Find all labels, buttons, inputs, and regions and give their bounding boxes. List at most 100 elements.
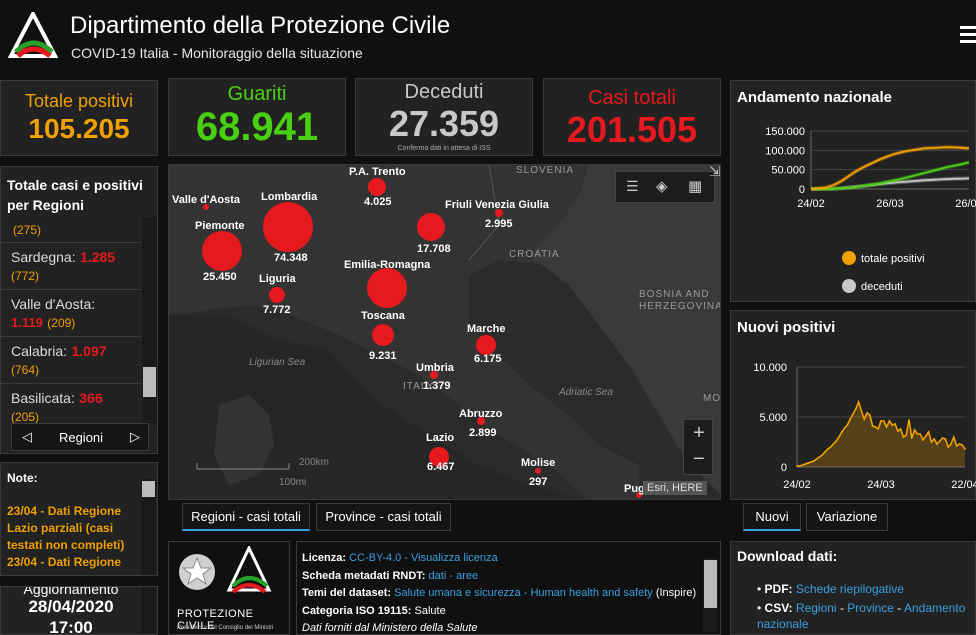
region-positives: (772) [11, 269, 40, 283]
bubble-veneto[interactable] [417, 213, 445, 241]
zoom-out-button[interactable]: − [693, 448, 705, 470]
italy-map[interactable]: SLOVENIA CROATIA BOSNIA AND HERZEGOVINA … [169, 165, 721, 500]
data-point [826, 448, 829, 450]
region-bubbles[interactable] [202, 178, 642, 498]
tab-nuovi[interactable]: Nuovi [743, 503, 801, 531]
map-value-abruzzo: 2.899 [469, 427, 497, 439]
logo-panel: PROTEZIONE CIVILE Presidenza del Consigl… [168, 541, 290, 635]
bubble-friuli[interactable] [495, 209, 503, 217]
guariti-value: 68.941 [195, 105, 319, 149]
basemap-grid-icon[interactable]: ▦ [688, 178, 703, 195]
regions-scrollbar[interactable] [142, 217, 157, 425]
note-item: 23/04 - Dati Regione [7, 555, 122, 569]
data-point [796, 465, 798, 467]
data-point [860, 410, 863, 412]
data-point [902, 436, 905, 438]
andamento-chart[interactable]: 150.000 100.000 50.000 0 24/02 26/03 26/04 tota… [731, 111, 976, 301]
data-point [894, 423, 896, 425]
map-value-veneto: 17.708 [417, 243, 451, 255]
legend-marker [842, 279, 856, 293]
data-point [941, 437, 944, 439]
link-salute-umana[interactable]: Salute umana e sicurezza - Human health … [394, 587, 653, 599]
data-point [835, 440, 838, 442]
data-point [958, 443, 961, 445]
link-schede-riepilogative[interactable]: Schede riepilogative [795, 582, 904, 596]
map-label-marche: Marche [467, 323, 506, 335]
page-title: Dipartimento della Protezione Civile [70, 12, 451, 39]
map-toolbar: ☰ ◈ ▦ [615, 171, 715, 203]
data-point [955, 445, 958, 447]
link-dati[interactable]: dati [428, 569, 447, 582]
bubble-molise[interactable] [535, 468, 541, 474]
nuovi-positivi-panel: Nuovi positivi 10.000 5.000 0 24/02 24/03 22/… [730, 310, 976, 500]
map-panel[interactable]: SLOVENIA CROATIA BOSNIA AND HERZEGOVINA … [168, 164, 721, 500]
data-point [815, 458, 818, 460]
link-aree[interactable]: aree [456, 569, 479, 582]
link-visualizza-licenza[interactable]: Visualizza licenza [411, 552, 498, 564]
y-tick-label: 0 [781, 462, 787, 474]
regions-scrollbar-thumb[interactable] [143, 367, 156, 397]
update-scrollbar[interactable] [141, 587, 156, 634]
map-value-liguria: 7.772 [263, 304, 291, 316]
link-csv-province[interactable]: Province [847, 601, 894, 615]
bubble-piemonte[interactable] [202, 231, 242, 271]
download-csv-row: • CSV: Regioni - Province - Andamento na… [757, 601, 966, 631]
notes-list: 23/04 - Dati Regione Lazio parziali (cas… [7, 503, 135, 571]
bubble-umbria[interactable] [430, 371, 438, 379]
download-title: Download dati: [737, 548, 838, 564]
expand-icon[interactable]: ⇲ [709, 164, 721, 179]
bubble-toscana[interactable] [372, 324, 394, 346]
bubble-lombardia[interactable] [263, 202, 313, 252]
deceduti-label: Deceduti [404, 81, 484, 103]
bubble-abruzzo[interactable] [477, 417, 485, 425]
data-point [843, 427, 846, 429]
data-point [896, 430, 899, 432]
info-scrollbar-thumb[interactable] [704, 560, 717, 608]
bubble-lazio[interactable] [429, 447, 449, 467]
data-point [801, 464, 804, 466]
andamento-panel: Andamento nazionale 150.000 100.000 50.000… [730, 80, 976, 302]
zoom-controls: + − [683, 419, 713, 475]
bullet: • [757, 582, 765, 596]
chevron-right-icon[interactable]: ▷ [130, 429, 140, 444]
regions-panel: Totale casi e positivi per Regioni (275)… [0, 166, 158, 454]
data-point [798, 465, 801, 467]
nuovi-positivi-chart[interactable]: 10.000 5.000 0 24/02 24/03 22/04 [731, 341, 976, 501]
bubble-marche[interactable] [476, 335, 496, 355]
bubble-emilia-romagna[interactable] [367, 268, 407, 308]
link-csv-andamento[interactable]: Andamento nazionale [757, 601, 966, 631]
bubble-trento[interactable] [368, 178, 386, 196]
info-rows: Licenza: CC-BY-4.0 - Visualizza licenza … [302, 550, 702, 635]
link-csv-regioni[interactable]: Regioni [795, 601, 837, 615]
bubble-puglia[interactable] [636, 492, 642, 498]
update-date: 28/04/2020 [28, 597, 114, 616]
regions-list[interactable]: (275) Sardegna: 1.285 (772) Valle d'Aost… [1, 217, 142, 427]
data-point [930, 441, 933, 443]
map-label-valle-aosta: Valle d'Aosta [172, 194, 241, 206]
link-cc-by[interactable]: CC-BY-4.0 [349, 552, 402, 564]
data-point [840, 431, 843, 433]
data-point [807, 462, 810, 464]
map-attribution[interactable]: Esri, HERE [643, 481, 707, 495]
region-name: Valle d'Aosta: [11, 296, 96, 312]
guariti-label: Guariti [227, 83, 287, 105]
header: Dipartimento della Protezione Civile COV… [0, 0, 976, 70]
map-label-toscana: Toscana [361, 310, 406, 322]
data-point [927, 431, 930, 433]
list-icon[interactable]: ☰ [626, 178, 639, 194]
data-point [829, 446, 832, 448]
bubble-liguria[interactable] [269, 287, 285, 303]
tab-province[interactable]: Province - casi totali [316, 503, 451, 531]
menu-icon[interactable] [960, 26, 976, 44]
notes-scrollbar-thumb[interactable] [142, 481, 155, 497]
tab-variazione[interactable]: Variazione [806, 503, 888, 531]
map-label-emilia-romagna: Emilia-Romagna [344, 259, 431, 271]
info-scrollbar[interactable] [703, 558, 718, 632]
notes-scrollbar[interactable] [141, 479, 156, 575]
layers-icon[interactable]: ◈ [656, 178, 668, 195]
tab-regioni[interactable]: Regioni - casi totali [182, 503, 310, 531]
bubble-valle-aosta[interactable] [203, 204, 209, 210]
chart-title-nuovi: Nuovi positivi [737, 319, 836, 336]
chevron-left-icon[interactable]: ◁ [22, 429, 32, 444]
zoom-in-button[interactable]: + [693, 422, 705, 444]
